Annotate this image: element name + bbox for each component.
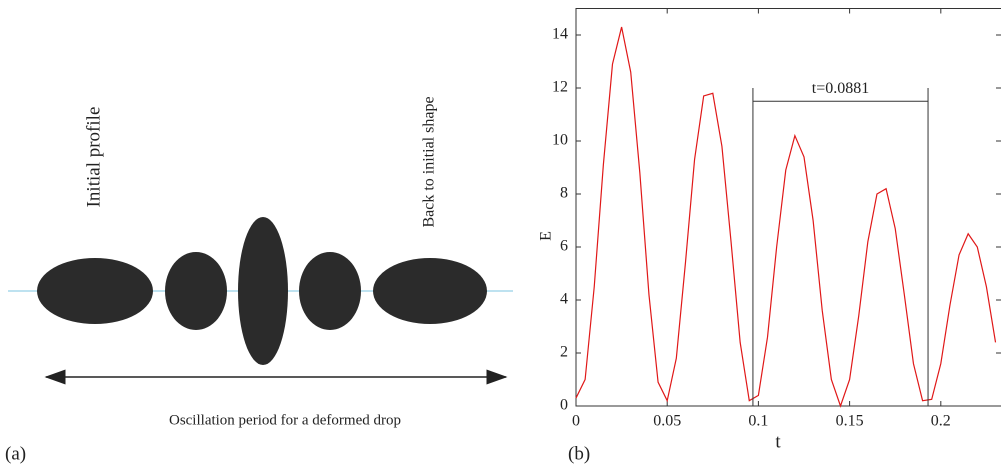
x-tick-label: 0 [572, 413, 580, 430]
panel-a: Initial profile Back to initial shape Os… [5, 96, 513, 464]
y-tick-label: 6 [560, 238, 568, 255]
bracket-label: t=0.0881 [812, 80, 869, 97]
y-tick-label: 12 [552, 79, 568, 96]
y-tick-label: 0 [560, 397, 568, 414]
x-tick-label: 0.15 [836, 413, 864, 430]
panel-label: (b) [568, 443, 590, 464]
label: Initial profile [83, 107, 104, 208]
plot-frame [575, 8, 1001, 407]
y-tick-label: 10 [552, 132, 568, 149]
y-axis-label: E [538, 231, 555, 241]
label: Back to initial shape [421, 96, 438, 227]
x-tick-label: 0.2 [931, 413, 951, 430]
drop [165, 252, 227, 330]
x-axis-label: t [775, 431, 781, 452]
caption: Oscillation period for a deformed drop [169, 412, 401, 428]
panel-label: (a) [5, 443, 26, 464]
y-tick-label: 2 [560, 344, 568, 361]
drop [299, 252, 361, 330]
drop [238, 217, 288, 365]
x-tick-label: 0.05 [653, 413, 681, 430]
drop [373, 258, 487, 324]
y-tick-label: 4 [560, 291, 568, 308]
panel-b: (b) t E 0 2 4 6 8 10 12 14 0 0.05 0.1 0.15 0.2 t=0.08… [538, 8, 1001, 464]
x-tick-label: 0.1 [748, 413, 768, 430]
drop [37, 258, 153, 324]
y-tick-label: 14 [552, 26, 568, 43]
data-line [575, 26, 997, 408]
y-tick-label: 8 [560, 185, 568, 202]
